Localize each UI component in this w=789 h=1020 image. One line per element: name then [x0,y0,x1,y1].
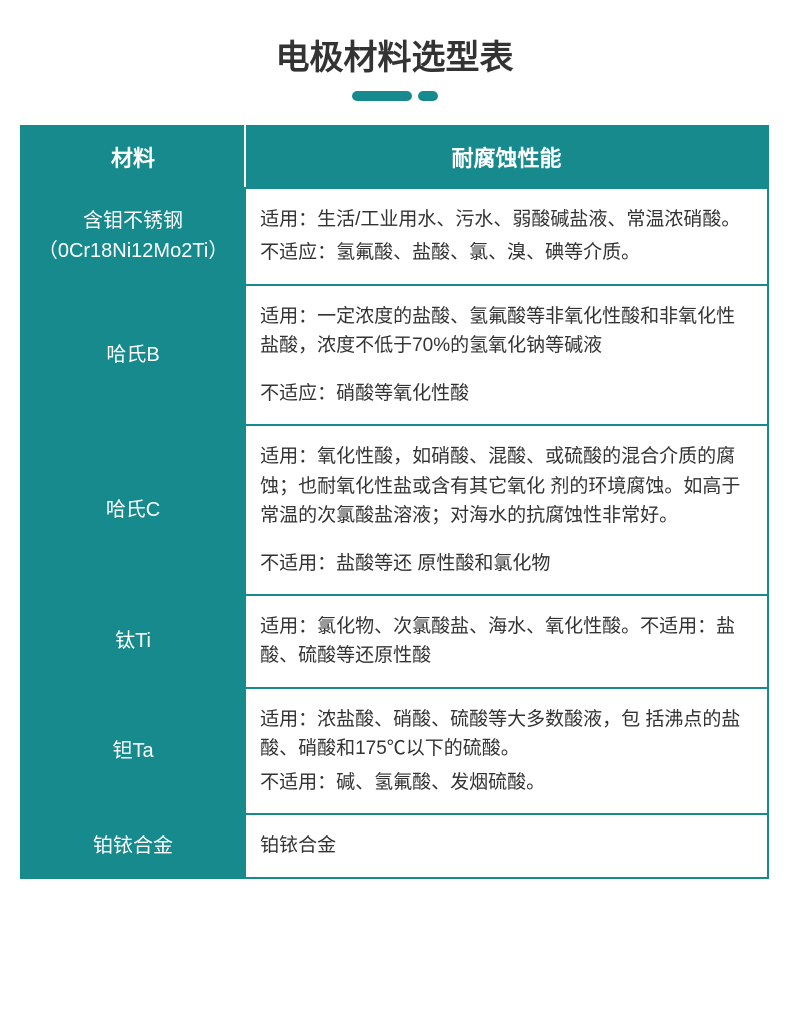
table-row: 钽Ta 适用：浓盐酸、硝酸、硫酸等大多数酸液，包 括沸点的盐酸、硝酸和175℃以下… [21,688,768,814]
table-row: 哈氏C 适用：氧化性酸，如硝酸、混酸、或硫酸的混合介质的腐蚀；也耐氧化性盐或含有其… [21,425,768,595]
table-header-row: 材料 耐腐蚀性能 [21,126,768,188]
material-cell: 铂铱合金 [21,814,245,877]
description-line: 适用：氯化物、次氯酸盐、海水、氧化性酸。不适用：盐酸、硫酸等还原性酸 [260,612,753,671]
material-line: 含钼不锈钢 [30,206,236,236]
table-row: 含钼不锈钢（0Cr18Ni12Mo2Ti）适用：生活/工业用水、污水、弱酸碱盐液… [21,188,768,285]
divider-bar-short [418,91,438,101]
page-title: 电极材料选型表 [20,30,769,79]
material-line: （0Cr18Ni12Mo2Ti） [30,236,236,266]
material-line: 哈氏B [30,340,236,370]
material-cell: 钛Ti [21,595,245,688]
table-row: 铂铱合金铂铱合金 [21,814,768,877]
description-cell: 适用：氧化性酸，如硝酸、混酸、或硫酸的混合介质的腐蚀；也耐氧化性盐或含有其它氧化… [245,425,768,595]
description-line: 适用：浓盐酸、硝酸、硫酸等大多数酸液，包 括沸点的盐酸、硝酸和175℃以下的硫酸… [260,705,753,764]
material-cell: 含钼不锈钢（0Cr18Ni12Mo2Ti） [21,188,245,285]
divider-bar-long [352,91,412,101]
table-row: 钛Ti 适用：氯化物、次氯酸盐、海水、氧化性酸。不适用：盐酸、硫酸等还原性酸 [21,595,768,688]
header-material: 材料 [21,126,245,188]
description-cell: 适用：氯化物、次氯酸盐、海水、氧化性酸。不适用：盐酸、硫酸等还原性酸 [245,595,768,688]
material-cell: 钽Ta [21,688,245,814]
material-cell: 哈氏C [21,425,245,595]
header-performance: 耐腐蚀性能 [245,126,768,188]
material-table: 材料 耐腐蚀性能 含钼不锈钢（0Cr18Ni12Mo2Ti）适用：生活/工业用水… [20,125,769,879]
description-line: 不适用：碱、氢氟酸、发烟硫酸。 [260,768,753,797]
description-cell: 适用：生活/工业用水、污水、弱酸碱盐液、常温浓硝酸。不适应：氢氟酸、盐酸、氯、溴… [245,188,768,285]
description-line: 不适用：盐酸等还 原性酸和氯化物 [260,549,753,578]
description-cell: 适用：一定浓度的盐酸、氢氟酸等非氧化性酸和非氧化性盐酸，浓度不低于70%的氢氧化… [245,285,768,425]
description-line: 不适应：硝酸等氧化性酸 [260,379,753,408]
description-cell: 铂铱合金 [245,814,768,877]
description-line: 适用：生活/工业用水、污水、弱酸碱盐液、常温浓硝酸。 [260,205,753,234]
material-line: 钛Ti [30,626,236,656]
material-line: 哈氏C [30,495,236,525]
description-line: 适用：一定浓度的盐酸、氢氟酸等非氧化性酸和非氧化性盐酸，浓度不低于70%的氢氧化… [260,302,753,361]
title-divider [20,91,769,101]
description-line: 铂铱合金 [260,831,753,860]
table-row: 哈氏B 适用：一定浓度的盐酸、氢氟酸等非氧化性酸和非氧化性盐酸，浓度不低于70%的… [21,285,768,425]
description-line: 不适应：氢氟酸、盐酸、氯、溴、碘等介质。 [260,238,753,267]
material-line: 钽Ta [30,736,236,766]
material-line: 铂铱合金 [30,831,236,861]
material-cell: 哈氏B [21,285,245,425]
description-cell: 适用：浓盐酸、硝酸、硫酸等大多数酸液，包 括沸点的盐酸、硝酸和175℃以下的硫酸… [245,688,768,814]
description-line: 适用：氧化性酸，如硝酸、混酸、或硫酸的混合介质的腐蚀；也耐氧化性盐或含有其它氧化… [260,442,753,530]
